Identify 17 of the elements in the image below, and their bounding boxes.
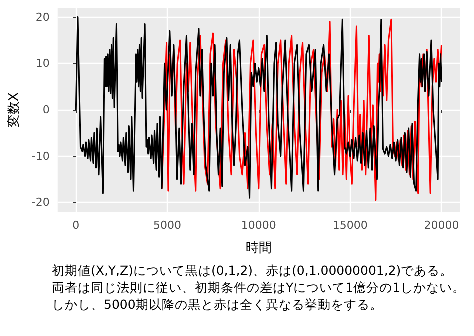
y-axis-title: 変数X [6,92,22,128]
x-tick-label: 15000 [332,219,368,232]
y-tick-label: -10 [32,150,50,163]
text: しかし、5000期以降の黒と赤は全く異なる挙動をする。 [52,296,384,313]
line-series [161,18,442,202]
text: 初期値(X,Y,Z)について黒は(0,1,2)、赤は(0,1.00000001,2)である。 [52,262,454,279]
y-tick-label: -20 [32,196,50,210]
x-tick-label: 5000 [154,219,182,232]
text: 両者は同じ法則に従い、初期条件の差はYについて1億分の1しかない。 [52,279,467,296]
x-tick-label: 10000 [241,219,276,232]
x-axis-title: 時間 [246,241,272,256]
y-tick-label: 10 [36,57,50,70]
x-tick-label: 0 [72,219,80,232]
x-tick-label: 20000 [424,219,460,232]
line-series [75,16,442,199]
y-tick-label: 0 [42,104,50,116]
y-tick-label: 20 [36,10,50,24]
